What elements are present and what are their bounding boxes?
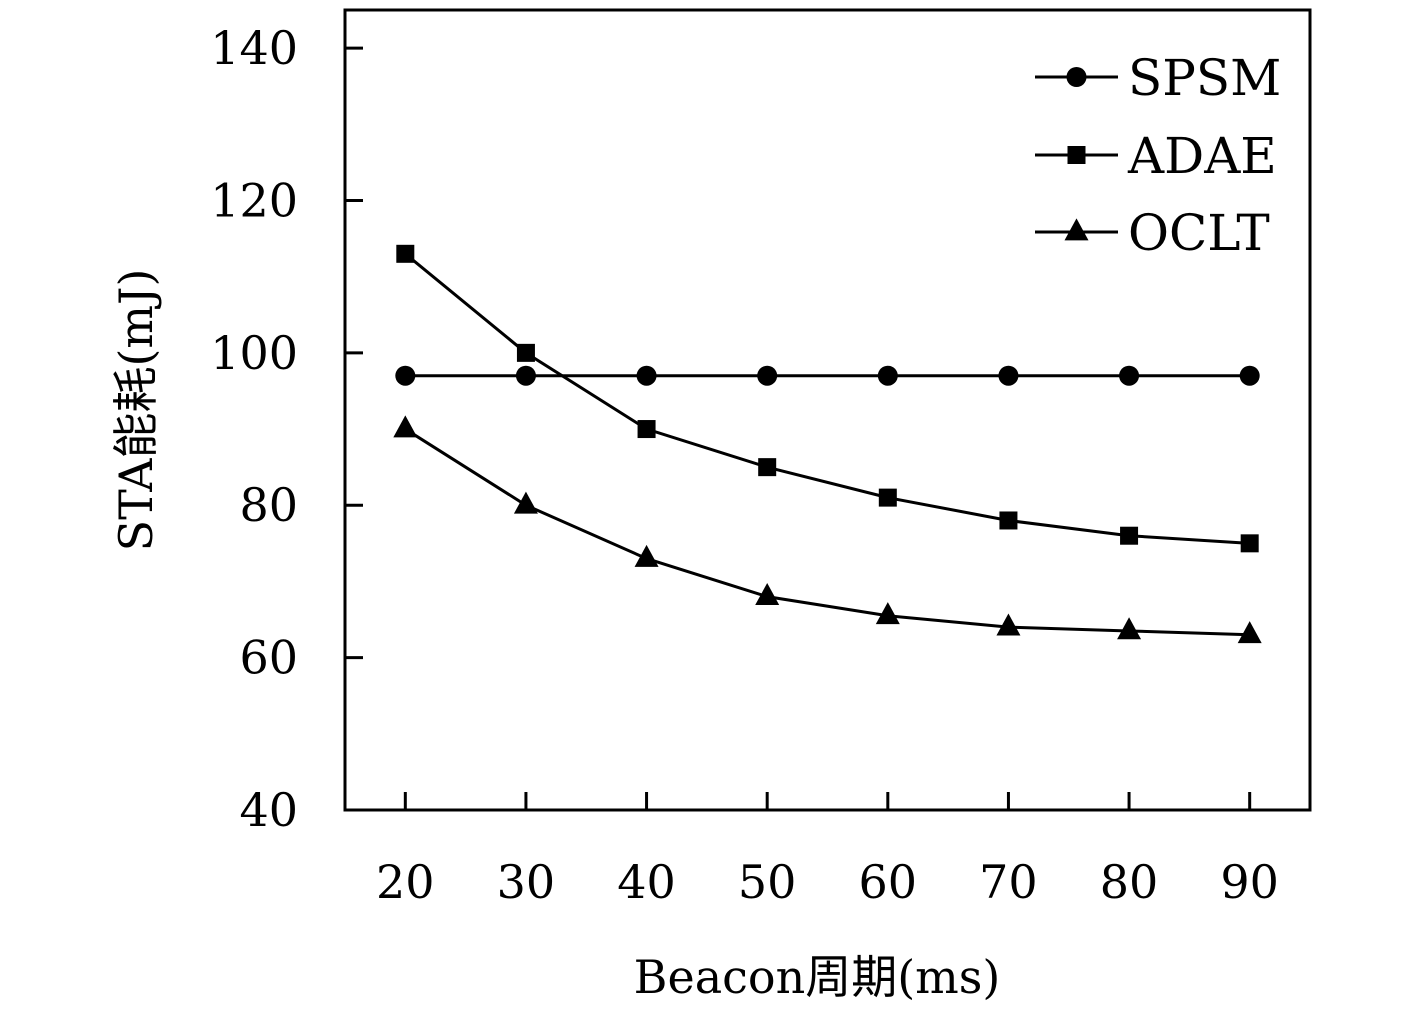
data-point-oclt bbox=[1117, 617, 1142, 640]
series-spsm bbox=[395, 365, 1260, 386]
x-tick-label: 40 bbox=[617, 855, 676, 909]
y-tick-label: 60 bbox=[239, 631, 298, 685]
data-point-adae bbox=[396, 244, 415, 263]
legend-label: SPSM bbox=[1128, 49, 1281, 107]
data-point-spsm bbox=[998, 365, 1019, 386]
series-adae bbox=[396, 244, 1259, 553]
data-point-adae bbox=[878, 488, 897, 507]
x-tick-label: 80 bbox=[1100, 855, 1159, 909]
y-tick-label: 120 bbox=[210, 173, 298, 227]
x-tick-label: 20 bbox=[376, 855, 435, 909]
data-point-oclt bbox=[875, 602, 900, 625]
data-point-oclt bbox=[634, 544, 659, 567]
x-tick-label: 50 bbox=[738, 855, 797, 909]
data-point-spsm bbox=[757, 365, 778, 386]
data-point-adae bbox=[758, 458, 777, 477]
y-tick-label: 40 bbox=[239, 783, 298, 837]
y-axis-ticks: 40 60 80 100 120 140 bbox=[210, 21, 363, 837]
legend-marker-oclt bbox=[1064, 218, 1089, 241]
data-point-adae bbox=[637, 420, 656, 439]
data-point-oclt bbox=[1237, 621, 1262, 644]
x-tick-label: 60 bbox=[859, 855, 918, 909]
data-point-adae bbox=[1240, 534, 1259, 553]
series-line-adae bbox=[404, 252, 1250, 545]
x-tick-label: 70 bbox=[979, 855, 1038, 909]
y-tick-label: 140 bbox=[210, 21, 298, 75]
series-line-oclt bbox=[404, 427, 1250, 637]
legend-item-adae: ADAE bbox=[1035, 127, 1277, 185]
data-point-spsm bbox=[1239, 365, 1260, 386]
legend-label: ADAE bbox=[1127, 127, 1277, 185]
data-point-adae bbox=[1120, 526, 1139, 545]
x-axis-ticks: 20 30 40 50 60 70 80 90 bbox=[376, 792, 1279, 909]
data-point-oclt bbox=[755, 583, 780, 606]
legend-marker-spsm bbox=[1066, 67, 1087, 87]
data-point-spsm bbox=[1119, 365, 1140, 386]
legend-item-spsm: SPSM bbox=[1035, 49, 1281, 107]
data-point-spsm bbox=[515, 365, 536, 386]
x-tick-label: 90 bbox=[1220, 855, 1279, 909]
plot-frame bbox=[343, 8, 1312, 812]
legend: SPSM ADAE OCLT bbox=[1035, 49, 1281, 262]
y-axis-title: STA能耗(mJ) bbox=[109, 269, 163, 552]
legend-label: OCLT bbox=[1128, 204, 1270, 262]
legend-item-oclt: OCLT bbox=[1035, 204, 1270, 262]
data-point-spsm bbox=[877, 365, 898, 386]
series-layer bbox=[393, 244, 1262, 644]
data-point-spsm bbox=[636, 365, 657, 386]
x-tick-label: 30 bbox=[497, 855, 556, 909]
y-tick-label: 100 bbox=[210, 326, 298, 380]
y-tick-label: 80 bbox=[239, 478, 298, 532]
data-point-spsm bbox=[395, 365, 416, 386]
data-point-oclt bbox=[513, 491, 538, 514]
data-point-adae bbox=[999, 511, 1018, 530]
data-point-adae bbox=[516, 343, 535, 362]
legend-marker-adae bbox=[1067, 146, 1086, 164]
x-axis-title: Beacon周期(ms) bbox=[634, 950, 1001, 1004]
data-point-oclt bbox=[996, 613, 1021, 636]
data-point-oclt bbox=[393, 415, 418, 438]
series-oclt bbox=[393, 415, 1262, 644]
